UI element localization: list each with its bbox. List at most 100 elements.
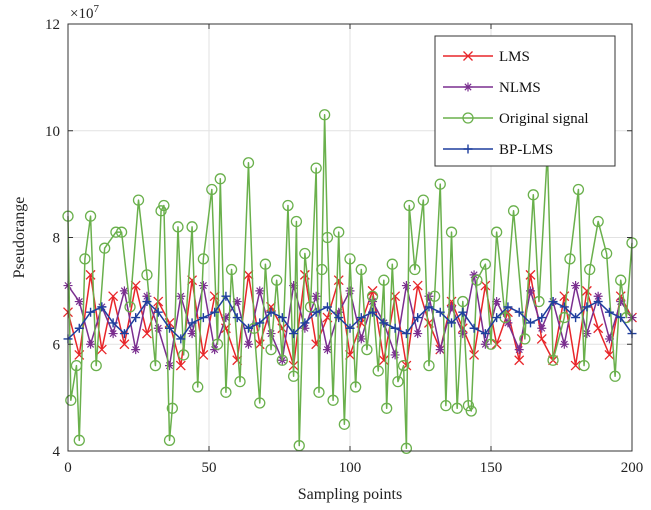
y-tick-label: 8 bbox=[53, 231, 61, 247]
bp-lms-point bbox=[548, 297, 558, 307]
original-signal-point bbox=[84, 210, 97, 222]
nlms-point bbox=[413, 329, 423, 339]
original-signal-point bbox=[490, 226, 503, 238]
bp-lms-point bbox=[503, 302, 513, 312]
bp-lms-point bbox=[525, 318, 535, 328]
original-signal-point bbox=[318, 109, 331, 121]
legend-marker bbox=[463, 82, 473, 92]
legend: LMS NLMS Original signal BP-LMS bbox=[434, 35, 616, 167]
original-signal-point bbox=[445, 226, 458, 238]
original-signal-point bbox=[242, 157, 255, 169]
nlms-point bbox=[447, 302, 457, 312]
nlms-point bbox=[74, 297, 84, 307]
lms-point bbox=[412, 280, 423, 291]
nlms-point bbox=[322, 345, 332, 355]
legend-item-original-signal: Original signal bbox=[443, 111, 589, 127]
bp-lms-point bbox=[379, 318, 389, 328]
original-signal-point bbox=[65, 394, 77, 406]
original-signal-point bbox=[290, 215, 303, 228]
bp-lms-point bbox=[559, 302, 569, 312]
lms-point bbox=[593, 323, 604, 334]
original-signal-point bbox=[310, 162, 322, 174]
original-signal-point bbox=[79, 253, 91, 265]
bp-lms-point bbox=[300, 318, 310, 328]
original-signal-point bbox=[600, 247, 613, 260]
bp-lms-point bbox=[582, 302, 592, 312]
nlms-point bbox=[503, 318, 513, 328]
original-signal-point bbox=[381, 402, 393, 414]
bp-lms-point bbox=[492, 313, 502, 323]
original-signal-point bbox=[372, 365, 384, 377]
original-signal-point bbox=[70, 359, 83, 372]
original-signal-point bbox=[313, 386, 325, 398]
bp-lms-point bbox=[390, 323, 400, 333]
lms-point bbox=[525, 269, 536, 280]
nlms-point bbox=[356, 334, 366, 344]
nlms-point bbox=[537, 323, 547, 333]
lms-point bbox=[108, 291, 119, 302]
nlms-point bbox=[525, 286, 535, 296]
original-signal-point bbox=[149, 359, 162, 372]
original-signal-point bbox=[197, 253, 210, 265]
original-signal-point bbox=[338, 418, 351, 430]
original-signal-point bbox=[206, 183, 218, 196]
ticks bbox=[67, 23, 633, 452]
original-signal-point bbox=[609, 370, 621, 382]
exponent-base: ×10 bbox=[70, 6, 93, 22]
original-signal-point bbox=[479, 258, 492, 270]
bp-lms-point bbox=[243, 323, 253, 333]
bp-lms-point bbox=[593, 297, 603, 307]
legend-item-nlms: NLMS bbox=[443, 80, 541, 96]
x-tick-labels: 0 50 100 150 200 bbox=[64, 460, 643, 476]
bp-lms-point bbox=[131, 313, 141, 323]
y-tick-label: 10 bbox=[45, 124, 60, 140]
lms-point bbox=[581, 285, 592, 296]
nlms-point bbox=[616, 297, 626, 307]
original-signal-point bbox=[403, 199, 415, 212]
nlms-point bbox=[492, 297, 502, 307]
nlms-point bbox=[390, 350, 400, 360]
original-signal-point bbox=[186, 221, 198, 233]
bp-lms-point bbox=[356, 313, 366, 323]
y-tick-label: 4 bbox=[53, 444, 61, 460]
original-signal-point bbox=[287, 370, 300, 382]
nlms-point bbox=[198, 281, 208, 291]
bp-lms-point bbox=[537, 313, 547, 323]
bp-lms-point bbox=[480, 329, 490, 339]
bp-lms-point bbox=[289, 329, 299, 339]
nlms-point bbox=[266, 329, 276, 339]
original-signal-point bbox=[211, 338, 224, 350]
original-signal-point bbox=[271, 274, 283, 286]
original-signal-point bbox=[234, 375, 246, 388]
nlms-point bbox=[131, 345, 141, 355]
nlms-point bbox=[289, 281, 299, 291]
nlms-point bbox=[345, 286, 355, 296]
nlms-point bbox=[86, 339, 96, 349]
lms-point bbox=[142, 328, 152, 339]
bp-lms-point bbox=[176, 334, 186, 344]
original-signal-point bbox=[572, 183, 585, 196]
bp-lms-point bbox=[311, 307, 321, 317]
x-axis-label: Sampling points bbox=[298, 486, 402, 503]
legend-label: Original signal bbox=[499, 111, 589, 127]
lms-point bbox=[514, 355, 525, 366]
nlms-point bbox=[108, 329, 118, 339]
original-signal-point bbox=[592, 215, 604, 228]
original-signal-point bbox=[392, 375, 404, 388]
original-signal-point bbox=[316, 263, 328, 276]
original-signal-point bbox=[214, 173, 226, 185]
original-signal-point bbox=[132, 194, 145, 206]
nlms-point bbox=[187, 329, 197, 339]
original-signal-point bbox=[349, 381, 362, 393]
original-signal-point bbox=[99, 242, 111, 254]
nlms-point bbox=[571, 281, 581, 291]
original-signal-point bbox=[457, 295, 469, 308]
original-signal-point bbox=[434, 178, 446, 190]
nlms-point bbox=[435, 345, 445, 355]
bp-lms-point bbox=[514, 307, 524, 317]
bp-lms-point bbox=[97, 302, 107, 312]
original-signal-point bbox=[333, 226, 345, 238]
legend-item-lms: LMS bbox=[443, 49, 530, 65]
lms-point bbox=[536, 333, 547, 344]
